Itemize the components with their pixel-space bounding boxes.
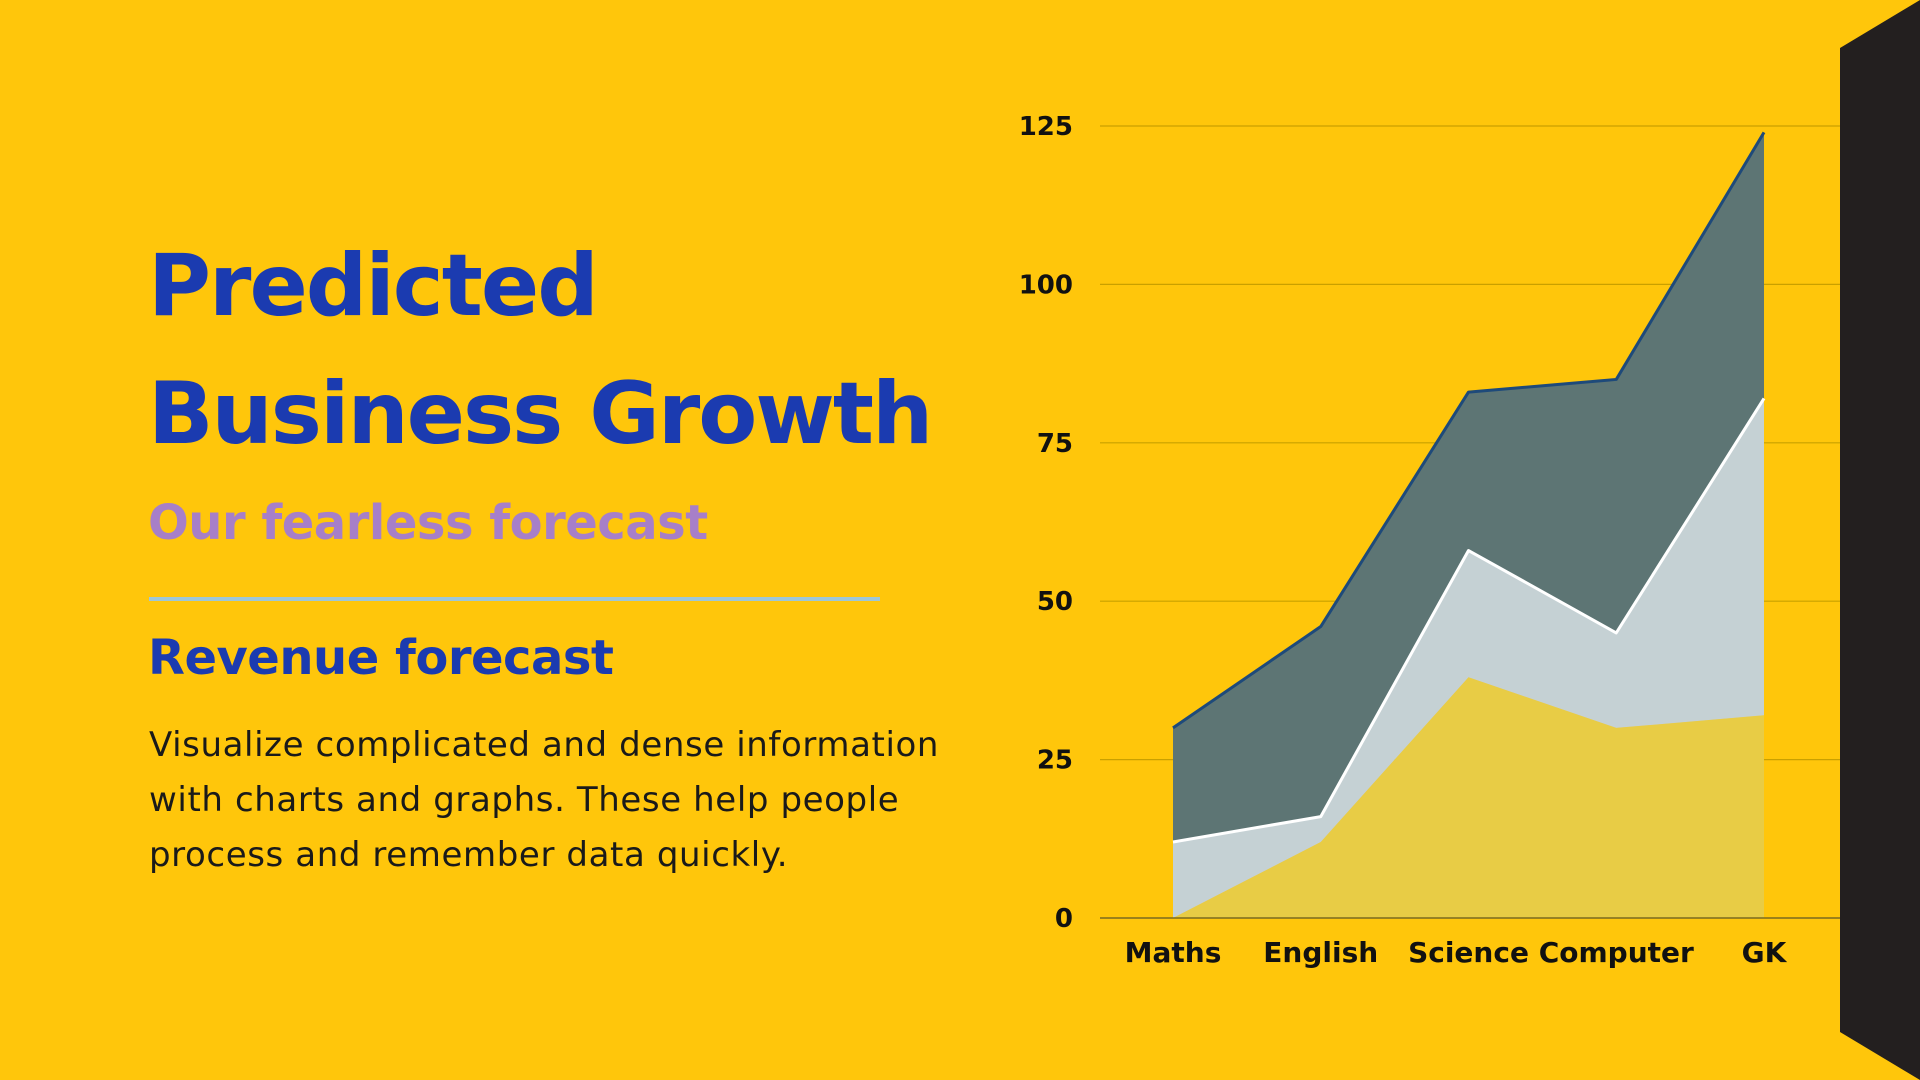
body-text: Visualize complicated and dense informat…	[149, 725, 940, 875]
side-bar-shape	[1840, 0, 1920, 1080]
x-category-label: Computer	[1539, 936, 1694, 969]
y-tick-labels: 0 25 50 75 100 125	[1019, 112, 1073, 934]
x-category-label: GK	[1742, 936, 1788, 969]
x-category-label: Maths	[1125, 936, 1222, 969]
subtitle: Our fearless forecast	[148, 495, 708, 551]
series-area-2	[1173, 398, 1764, 918]
x-category-labels: Maths English Science Computer GK	[1125, 936, 1788, 969]
y-tick-label: 75	[1037, 429, 1073, 459]
series-line-2	[1172, 397, 1766, 844]
chart-lines	[1172, 131, 1766, 844]
title-line-1: Predicted	[148, 236, 599, 336]
section-heading: Revenue forecast	[148, 630, 614, 686]
series-line-3	[1172, 131, 1766, 730]
y-tick-label: 125	[1019, 112, 1073, 142]
y-tick-label: 100	[1019, 270, 1073, 300]
title-line-2: Business Growth	[148, 364, 933, 464]
y-tick-label: 50	[1037, 587, 1073, 617]
y-tick-label: 25	[1037, 746, 1073, 776]
chart-areas	[1173, 132, 1764, 918]
y-tick-label: 0	[1055, 904, 1073, 934]
x-category-label: Science	[1408, 936, 1529, 969]
series-area-3	[1173, 132, 1764, 842]
page-title: Predicted Business Growth	[148, 222, 933, 478]
x-category-label: English	[1263, 936, 1378, 969]
divider	[149, 597, 880, 601]
series-area-1	[1173, 677, 1764, 918]
